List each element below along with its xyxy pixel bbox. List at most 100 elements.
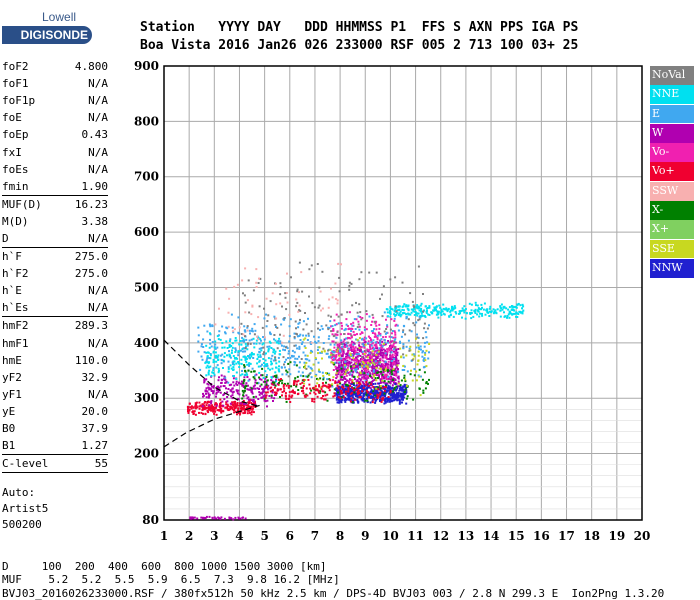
- echo-point: [425, 381, 428, 383]
- echo-point: [329, 379, 332, 382]
- echo-point: [516, 303, 519, 306]
- x-tick-label: 6: [286, 529, 294, 543]
- echo-point: [340, 263, 342, 266]
- echo-point: [260, 339, 262, 342]
- echo-point: [271, 367, 274, 370]
- echo-point: [376, 347, 379, 350]
- echo-point: [267, 367, 270, 370]
- echo-point: [247, 401, 250, 404]
- echo-point: [325, 352, 328, 355]
- echo-point: [346, 366, 349, 369]
- echo-point: [374, 370, 377, 373]
- y-tick-label: 800: [134, 114, 159, 128]
- echo-point: [380, 381, 383, 384]
- x-tick-label: 20: [634, 529, 651, 543]
- echo-point: [389, 328, 392, 331]
- echo-point: [406, 395, 409, 398]
- echo-point: [410, 308, 413, 311]
- echo-point: [385, 383, 388, 386]
- echo-point: [248, 339, 251, 342]
- echo-point: [373, 386, 376, 389]
- param-value: 32.9: [81, 370, 109, 384]
- echo-point: [336, 384, 339, 387]
- echo-point: [449, 310, 452, 313]
- echo-point: [417, 359, 420, 362]
- echo-point: [261, 392, 264, 395]
- echo-point: [238, 382, 241, 385]
- echo-point: [356, 333, 358, 336]
- param-row: foF1 N/A: [2, 75, 108, 92]
- echo-point: [206, 330, 209, 333]
- echo-point: [262, 395, 265, 398]
- echo-point: [332, 361, 335, 364]
- echo-point: [221, 346, 224, 349]
- echo-point: [447, 307, 450, 310]
- echo-point: [304, 395, 307, 398]
- echo-point: [254, 387, 257, 390]
- echo-point: [285, 369, 288, 372]
- x-tick-label: 15: [508, 529, 525, 543]
- echo-point: [242, 355, 245, 358]
- echo-point: [233, 375, 235, 377]
- echo-point: [223, 517, 226, 520]
- echo-point: [214, 410, 217, 413]
- echo-point: [351, 328, 354, 330]
- echo-point: [211, 341, 214, 344]
- echo-point: [313, 391, 316, 394]
- echo-point: [502, 306, 505, 309]
- echo-point: [257, 282, 260, 284]
- echo-point: [348, 288, 351, 291]
- echo-point: [364, 359, 367, 362]
- echo-point: [232, 363, 234, 366]
- echo-point: [205, 351, 208, 354]
- echo-point: [363, 328, 366, 331]
- echo-point: [387, 387, 389, 390]
- echo-point: [308, 295, 310, 298]
- echo-point: [305, 323, 308, 326]
- echo-point: [386, 341, 389, 344]
- echo-point: [235, 380, 238, 383]
- echo-point: [273, 381, 276, 384]
- echo-point: [389, 388, 392, 391]
- echo-point: [395, 389, 397, 392]
- echo-point: [292, 355, 295, 358]
- echo-point: [402, 329, 405, 332]
- echo-point: [404, 384, 407, 387]
- echo-point: [379, 297, 381, 300]
- echo-point: [350, 334, 353, 337]
- echo-point: [352, 357, 355, 359]
- echo-point: [403, 389, 406, 392]
- echo-point: [283, 363, 285, 366]
- echo-point: [269, 332, 272, 335]
- echo-point: [223, 355, 226, 358]
- echo-point: [322, 378, 325, 381]
- echo-point: [368, 352, 371, 355]
- echo-point: [249, 357, 251, 360]
- echo-point: [402, 312, 405, 315]
- echo-point: [499, 315, 502, 318]
- echo-point: [366, 399, 369, 402]
- echo-point: [415, 305, 417, 308]
- echo-point: [336, 346, 339, 349]
- echo-point: [201, 403, 204, 406]
- echo-point: [336, 369, 339, 372]
- echo-point: [268, 395, 271, 397]
- echo-point: [205, 404, 208, 407]
- echo-point: [266, 379, 269, 382]
- echo-point: [220, 358, 223, 361]
- echo-point: [298, 361, 301, 364]
- echo-point: [393, 362, 396, 365]
- echo-point: [377, 394, 380, 397]
- echo-point: [338, 361, 341, 364]
- echo-point: [379, 380, 382, 383]
- echo-point: [198, 401, 201, 404]
- echo-point: [214, 340, 217, 343]
- x-tick-label: 11: [407, 529, 424, 543]
- echo-point: [445, 307, 448, 310]
- echo-point: [384, 393, 387, 396]
- echo-point: [244, 342, 247, 345]
- echo-point: [353, 375, 356, 378]
- echo-point: [364, 364, 367, 367]
- echo-point: [211, 516, 214, 519]
- echo-point: [279, 302, 282, 305]
